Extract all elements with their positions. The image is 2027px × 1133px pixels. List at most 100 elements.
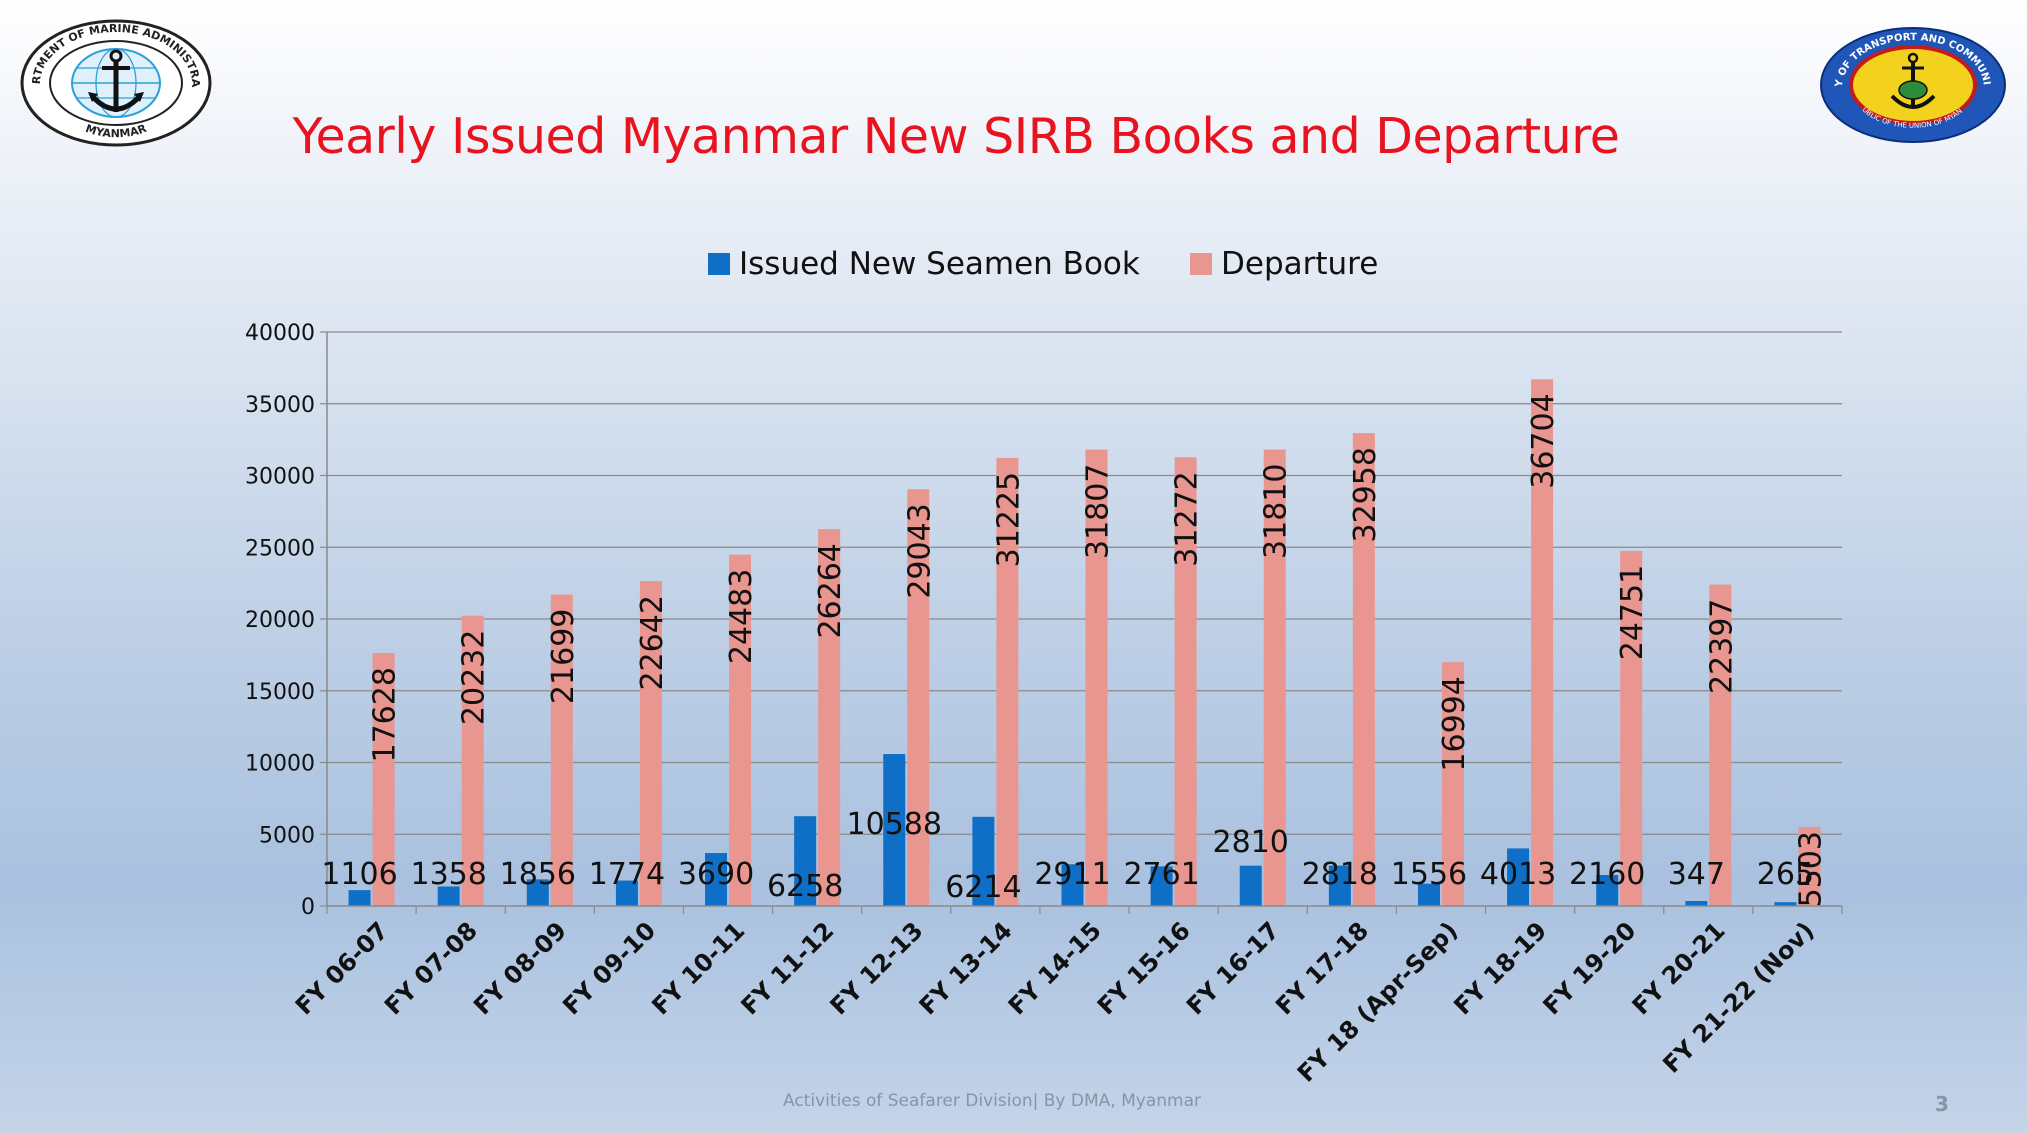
legend-label-issued-books: Issued New Seamen Book	[739, 246, 1140, 282]
bar-departure	[1798, 827, 1821, 906]
bar-departure	[729, 554, 752, 906]
x-tick-label: FY 06-07	[290, 916, 394, 1020]
data-label-departure: 24483	[724, 569, 759, 664]
anchor-globe-icon	[71, 48, 161, 118]
bar-issued-books	[1596, 875, 1619, 906]
data-label-issued-books: 1856	[500, 857, 576, 892]
bar-departure	[1709, 584, 1732, 906]
data-label-issued-books: 1556	[1391, 857, 1467, 892]
bar-issued-books	[1239, 865, 1262, 906]
legend-label-departure: Departure	[1221, 246, 1378, 282]
bar-departure	[1263, 449, 1286, 906]
data-label-issued-books: 2818	[1302, 857, 1378, 892]
anchor-emblem-icon	[1890, 52, 1936, 109]
bar-issued-books	[615, 880, 638, 906]
data-label-issued-books: 2160	[1569, 857, 1645, 892]
bar-departure	[372, 653, 395, 906]
y-tick-label: 10000	[245, 752, 315, 777]
data-label-departure: 26264	[813, 543, 848, 638]
slide-title: Yearly Issued Myanmar New SIRB Books and…	[292, 108, 1620, 165]
x-tick-label: FY 19-20	[1538, 916, 1642, 1020]
data-label-departure: 5503	[1793, 831, 1828, 907]
data-label-issued-books: 6214	[945, 870, 1021, 905]
bar-departure	[996, 457, 1019, 906]
legend-swatch-departure	[1190, 253, 1212, 275]
data-label-issued-books: 10588	[847, 807, 942, 842]
data-label-issued-books: 6258	[767, 869, 843, 904]
y-tick-label: 25000	[245, 536, 315, 561]
data-label-issued-books: 1106	[321, 857, 397, 892]
data-label-issued-books: 3690	[678, 857, 754, 892]
data-label-departure: 31810	[1259, 464, 1294, 559]
bar-issued-books	[1507, 848, 1530, 906]
data-label-issued-books: 1358	[410, 857, 486, 892]
x-tick-label: FY 07-08	[379, 916, 483, 1020]
bar-departure	[1085, 449, 1108, 906]
data-label-departure: 36704	[1526, 393, 1561, 488]
page-number: 3	[1935, 1092, 1949, 1116]
data-label-issued-books: 265	[1757, 857, 1814, 892]
data-label-departure: 29043	[902, 503, 937, 598]
footer-text: Activities of Seafarer Division| By DMA,…	[783, 1091, 1201, 1111]
data-label-departure: 16994	[1437, 676, 1472, 771]
bar-departure	[818, 529, 841, 906]
x-tick-label: FY 15-16	[1092, 916, 1196, 1020]
bar-issued-books	[1417, 883, 1440, 906]
bar-issued-books	[794, 816, 817, 906]
chart-legend: Issued New Seamen Book Departure	[708, 246, 1378, 282]
y-tick-label: 40000	[245, 321, 315, 346]
chart-axes	[326, 332, 1843, 914]
bar-issued-books	[437, 886, 460, 906]
data-label-issued-books: 4013	[1480, 857, 1556, 892]
ministry-logo: MINISTRY OF TRANSPORT AND COMMUNICATIONS…	[1818, 26, 2006, 143]
x-tick-label: FY 10-11	[646, 916, 750, 1020]
data-label-issued-books: 1774	[589, 857, 665, 892]
data-label-departure: 17628	[368, 667, 403, 762]
bar-issued-books	[972, 816, 995, 906]
x-tick-label: FY 18-19	[1448, 916, 1552, 1020]
bar-issued-books	[1774, 902, 1797, 906]
data-label-issued-books: 2810	[1213, 825, 1289, 860]
x-tick-label: FY 12-13	[825, 916, 929, 1020]
data-label-departure: 31807	[1081, 464, 1116, 559]
bar-issued-books	[1328, 865, 1351, 906]
data-label-issued-books: 2761	[1123, 857, 1199, 892]
data-label-issued-books: 2911	[1034, 857, 1110, 892]
y-axis-ticks: 0 5000 10000 15000 20000 25000 30000 35000 40000	[245, 321, 327, 920]
dma-logo: DEPARTMENT OF MARINE ADMINISTRATION MYAN…	[18, 18, 212, 147]
x-tick-label: FY 16-17	[1181, 916, 1285, 1020]
svg-text:MYANMAR: MYANMAR	[84, 122, 149, 141]
bar-departure	[1441, 662, 1464, 906]
x-tick-label: FY 14-15	[1003, 916, 1107, 1020]
bar-issued-books	[1061, 864, 1084, 906]
data-label-issued-books: 347	[1668, 857, 1725, 892]
x-tick-label: FY 08-09	[468, 916, 572, 1020]
bar-departure	[907, 489, 930, 906]
bar-issued-books	[1150, 866, 1173, 906]
x-tick-label: FY 09-10	[557, 916, 661, 1020]
bar-departure	[1352, 433, 1375, 906]
x-tick-label: FY 13-14	[914, 916, 1018, 1020]
data-labels: 1106 17628 1358 20232 1856 21699 1774 22642 3690…	[321, 393, 1828, 907]
data-label-departure: 32958	[1348, 447, 1383, 542]
bar-departure	[461, 615, 484, 906]
bar-issued-books	[705, 853, 728, 906]
data-label-departure: 20232	[457, 630, 492, 725]
data-label-departure: 31272	[1170, 471, 1205, 566]
y-tick-label: 20000	[245, 608, 315, 633]
data-label-departure: 22397	[1704, 599, 1739, 694]
x-tick-label: FY 21-22 (Nov)	[1657, 916, 1819, 1078]
x-tick-label: FY 11-12	[736, 916, 840, 1020]
chart-gridlines	[327, 331, 1842, 835]
y-tick-label: 0	[301, 895, 315, 920]
data-label-departure: 31225	[991, 472, 1026, 567]
legend-swatch-issued-books	[708, 253, 730, 275]
bar-departure	[550, 594, 573, 906]
bar-issued-books	[348, 890, 371, 906]
data-label-departure: 22642	[635, 595, 670, 690]
bar-issued-books	[526, 879, 549, 906]
bar-issued-books	[1685, 901, 1708, 906]
x-tick-label: FY 18 (Apr-Sep)	[1292, 916, 1463, 1087]
